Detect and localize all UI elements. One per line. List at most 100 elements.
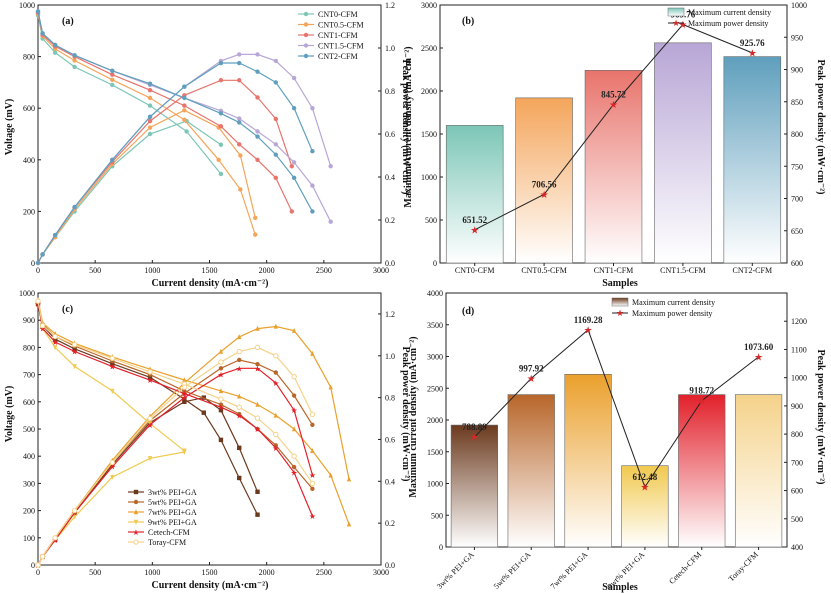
- series-voltage-point: [255, 129, 260, 134]
- series-voltage-point: [72, 346, 77, 351]
- y-tick-label: 500: [431, 511, 443, 520]
- series-power-point: [273, 116, 279, 122]
- power-point: ★: [640, 483, 649, 494]
- series-voltage-point: [310, 183, 315, 188]
- series-power-point: ★: [109, 463, 116, 472]
- series-power-point: [218, 366, 224, 371]
- series-power-point: [291, 373, 297, 380]
- data-label: 845.72: [601, 90, 626, 100]
- y2-tick-label: 900: [791, 402, 803, 411]
- series-voltage-point: [147, 375, 153, 380]
- series-voltage-point: [237, 475, 242, 481]
- y-tick-label: 1500: [427, 448, 443, 457]
- power-point: ★: [678, 20, 687, 31]
- x-tick-label: 1000: [144, 266, 160, 275]
- data-label: 925.76: [740, 38, 765, 48]
- legend-marker: [133, 489, 139, 495]
- series-voltage-point: [147, 95, 153, 101]
- y2-tick-label: 850: [791, 98, 803, 107]
- category-label: CNT2-CFM: [733, 266, 773, 275]
- series-power-point: [289, 164, 295, 169]
- series-power-point: [110, 474, 115, 480]
- panel-b-label: (b): [462, 16, 474, 27]
- legend-marker: [133, 519, 139, 525]
- legend-marker: [133, 539, 139, 545]
- series-power-point: [328, 164, 333, 169]
- legend-label: CNT1.5-CFM: [318, 42, 364, 51]
- power-point: ★: [697, 396, 706, 407]
- series-voltage-point: [291, 426, 297, 432]
- series-voltage-point: ★: [146, 376, 153, 385]
- series-power-point: [181, 384, 188, 390]
- y2-tick-label: 700: [791, 195, 803, 204]
- series-voltage-point: [237, 116, 242, 121]
- series-voltage-point: [72, 364, 77, 370]
- bar: [450, 424, 499, 548]
- panel-c-frame: [37, 292, 382, 566]
- bar: [584, 70, 643, 264]
- series-power-point: [253, 215, 258, 221]
- power-point: ★: [470, 225, 479, 236]
- series-power-point: [346, 476, 352, 482]
- y-tick-label: 200: [23, 207, 35, 216]
- series-voltage-point: ★: [39, 324, 46, 333]
- series-voltage-point: [273, 152, 279, 157]
- y-tick-label: 2500: [427, 384, 443, 393]
- data-label: 1073.60: [744, 342, 774, 352]
- x-tick-label: 2000: [259, 568, 275, 577]
- data-label: 918.72: [689, 386, 714, 396]
- series-power-point: ★: [309, 471, 316, 480]
- series-power-point: [147, 456, 153, 462]
- series-power-point: ★: [236, 364, 243, 373]
- x-tick-label: 500: [89, 266, 101, 275]
- power-point: ★: [748, 48, 757, 59]
- series-voltage-point: [346, 521, 352, 527]
- bar: [678, 394, 726, 548]
- y-tick-label: 1000: [421, 173, 437, 182]
- series-voltage-point: [182, 95, 187, 101]
- series-voltage-point: [255, 157, 260, 162]
- category-label: 7wt% PEI+GA: [549, 550, 590, 591]
- y2-tick-label: 950: [791, 33, 803, 42]
- category-label: 5wt% PEI+GA: [492, 550, 533, 591]
- series-power-point: [255, 95, 260, 100]
- series-power-point: [218, 407, 224, 413]
- series-voltage-point: [237, 393, 242, 399]
- y2-tick-label: 0.6: [385, 435, 395, 444]
- series-power-point: [182, 108, 187, 113]
- series-voltage-point: [289, 209, 295, 214]
- bar: [564, 373, 612, 548]
- series-power-point: [72, 514, 77, 520]
- y2-tick-label: 800: [791, 130, 803, 139]
- y2-tick-label: 1100: [791, 345, 807, 354]
- y-tick-label: 4000: [427, 289, 443, 298]
- legend-swatch-bar: [667, 7, 685, 17]
- bar: [515, 97, 573, 264]
- power-point: ★: [584, 325, 593, 336]
- panel-a-ylabel: Voltage (mV): [4, 99, 15, 156]
- x-tick-label: 500: [89, 568, 101, 577]
- series-voltage-point: [147, 421, 153, 427]
- series-voltage-point: [273, 412, 279, 418]
- series-voltage-point: [182, 396, 187, 402]
- series-power-line: [37, 325, 350, 566]
- series-power-point: [218, 142, 224, 147]
- series-voltage-point: [35, 9, 41, 14]
- series-voltage-point: [72, 58, 77, 63]
- series-power-point: [147, 114, 153, 120]
- series-voltage-point: [255, 134, 260, 139]
- series-power-point: [273, 370, 279, 375]
- series-power-point: [40, 252, 45, 257]
- power-line: [474, 23, 753, 231]
- y2-tick-label: 0.0: [385, 561, 395, 570]
- series-power-point: [237, 357, 242, 363]
- series-voltage-point: [309, 480, 316, 487]
- panel-b-y2label: Peak power density (mW·cm⁻²): [815, 59, 826, 194]
- series-voltage-point: ★: [52, 338, 59, 347]
- bar: [445, 125, 504, 264]
- series-power-point: [291, 106, 297, 111]
- series-voltage-point: ★: [254, 425, 261, 434]
- x-tick-label: 0: [36, 266, 40, 275]
- panel-a-voltage-power-cnt: (a) Current density (mA·cm⁻²) Voltage (m…: [4, 1, 411, 289]
